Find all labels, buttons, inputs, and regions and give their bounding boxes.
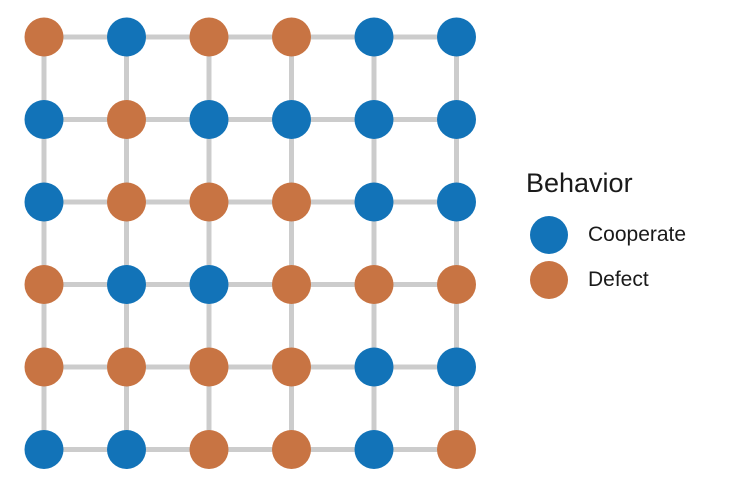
node-r5-c5-cooperate [354, 347, 394, 387]
node-r5-c1-defect [24, 347, 64, 387]
legend-item-cooperate: Cooperate [526, 212, 726, 257]
node-r4-c2-cooperate [107, 265, 146, 304]
node-r6-c4-defect [272, 430, 311, 469]
legend-title: Behavior [526, 168, 633, 198]
node-r4-c4-defect [272, 265, 311, 304]
node-r5-c4-defect [272, 347, 311, 387]
node-r2-c1-cooperate [24, 100, 64, 139]
node-r5-c6-cooperate [437, 347, 476, 387]
node-r3-c1-cooperate [24, 182, 64, 222]
node-r1-c6-cooperate [437, 17, 476, 57]
node-r3-c6-cooperate [437, 182, 476, 222]
node-r4-c6-defect [437, 265, 476, 304]
node-r2-c6-cooperate [437, 100, 476, 139]
legend-item-defect: Defect [526, 257, 726, 302]
node-r2-c2-defect [107, 100, 146, 139]
node-r5-c2-defect [107, 347, 146, 387]
lattice-nodes [24, 17, 476, 469]
node-r1-c4-defect [272, 17, 311, 57]
node-r3-c4-defect [272, 182, 311, 222]
lattice-network [24, 17, 476, 469]
node-r2-c4-cooperate [272, 100, 311, 139]
node-r4-c3-cooperate [189, 265, 229, 304]
node-r6-c2-cooperate [107, 430, 146, 469]
node-r6-c6-defect [437, 430, 476, 469]
node-r6-c1-cooperate [24, 430, 64, 469]
node-r2-c3-cooperate [189, 100, 229, 139]
node-r1-c1-defect [24, 17, 64, 57]
node-r3-c3-defect [189, 182, 229, 222]
node-r5-c3-defect [189, 347, 229, 387]
node-r1-c5-cooperate [354, 17, 394, 57]
node-r1-c3-defect [189, 17, 229, 57]
legend-label-defect: Defect [588, 267, 649, 291]
node-r6-c3-defect [189, 430, 229, 469]
node-r4-c1-defect [24, 265, 64, 304]
node-r3-c5-cooperate [354, 182, 394, 222]
node-r3-c2-defect [107, 182, 146, 222]
legend-label-cooperate: Cooperate [588, 222, 687, 246]
lattice-edges [41, 34, 459, 452]
legend-swatch-defect [530, 260, 568, 299]
legend: Behavior Cooperate Defect [526, 166, 726, 302]
node-r2-c5-cooperate [354, 100, 394, 139]
node-r4-c5-defect [354, 265, 394, 304]
legend-swatch-cooperate [530, 215, 568, 254]
node-r6-c5-cooperate [354, 430, 394, 469]
node-r1-c2-cooperate [107, 17, 146, 57]
